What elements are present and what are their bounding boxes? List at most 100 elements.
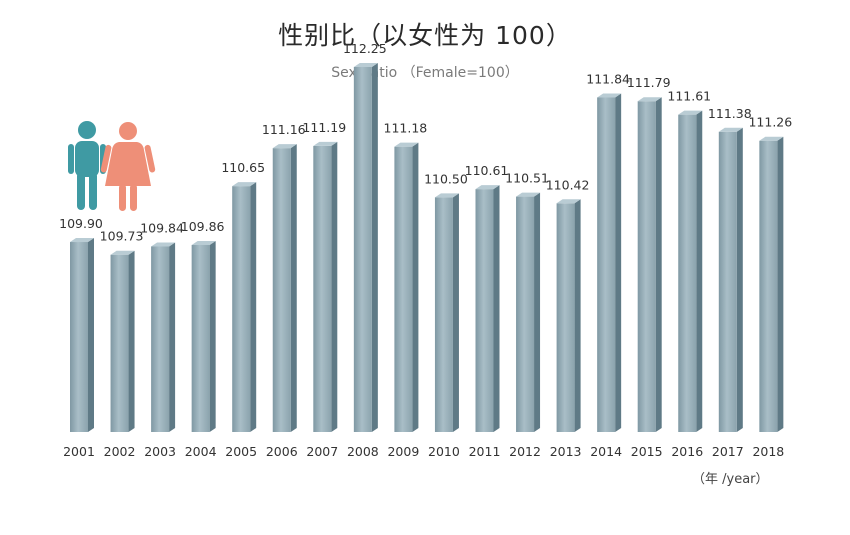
- value-label: 110.42: [546, 177, 590, 192]
- bar-2007: [313, 141, 338, 433]
- value-label: 111.18: [384, 121, 428, 136]
- bar-front: [151, 246, 170, 432]
- x-tick-label: 2018: [752, 444, 784, 459]
- bar-side: [777, 136, 784, 432]
- bar-side: [169, 242, 176, 432]
- value-label: 110.65: [221, 160, 265, 175]
- value-label: 111.16: [262, 122, 306, 137]
- value-label: 109.90: [59, 216, 103, 231]
- people-icon-group: [60, 118, 160, 218]
- bar-front: [678, 114, 697, 432]
- x-tick-label: 2017: [712, 444, 744, 459]
- bar-2015: [637, 97, 662, 432]
- bar-2014: [597, 93, 622, 433]
- x-tick-label: 2009: [387, 444, 419, 459]
- bar-front: [475, 189, 494, 432]
- x-tick-label: 2008: [347, 444, 379, 459]
- x-tick-label: 2011: [469, 444, 501, 459]
- bar-2003: [151, 242, 176, 432]
- x-tick-label: 2013: [550, 444, 582, 459]
- bar-front: [516, 196, 535, 432]
- bar-side: [331, 141, 338, 433]
- x-tick-label: 2006: [266, 444, 298, 459]
- value-label: 111.61: [667, 89, 711, 104]
- bar-top: [516, 192, 541, 197]
- bar-side: [574, 199, 581, 432]
- x-tick-label: 2005: [225, 444, 257, 459]
- x-tick-label: 2015: [631, 444, 663, 459]
- x-tick-label: 2014: [590, 444, 622, 459]
- female-person-icon: [100, 122, 156, 211]
- bar-side: [290, 144, 297, 432]
- bar-side: [250, 182, 257, 432]
- bar-side: [88, 238, 94, 432]
- bar-top: [637, 97, 662, 102]
- bar-top: [353, 62, 378, 67]
- value-label: 111.38: [708, 106, 752, 121]
- value-label: 110.51: [505, 171, 549, 186]
- bar-side: [615, 93, 622, 433]
- bar-side: [209, 241, 216, 432]
- value-label: 111.84: [586, 71, 630, 86]
- value-label: 111.26: [748, 115, 792, 130]
- value-label: 111.19: [302, 120, 346, 135]
- bar-front: [70, 242, 88, 432]
- value-label: 110.50: [424, 171, 468, 186]
- bar-2011: [475, 185, 500, 432]
- bar-side: [452, 193, 459, 432]
- bar-front: [394, 146, 413, 433]
- x-tick-label: 2004: [185, 444, 217, 459]
- chart-subtitle: Sex Ratio （Female=100）: [331, 65, 519, 81]
- bar-front: [110, 254, 129, 432]
- bar-side: [128, 250, 135, 432]
- bar-top: [556, 199, 581, 204]
- bar-top: [718, 127, 743, 132]
- x-tick-label: 2012: [509, 444, 541, 459]
- bar-front: [313, 145, 332, 433]
- bar-front: [718, 131, 737, 432]
- x-tick-label: 2007: [306, 444, 338, 459]
- value-label: 109.84: [140, 220, 184, 235]
- value-label: 109.86: [181, 219, 225, 234]
- bar-side: [412, 142, 419, 433]
- bar-front: [191, 245, 210, 432]
- bar-2001: [70, 238, 94, 432]
- bar-top: [232, 182, 257, 187]
- x-tick-label: 2001: [63, 444, 95, 459]
- bar-side: [696, 110, 703, 432]
- chart-title: 性别比（以女性为 100）: [278, 21, 572, 50]
- bar-top: [475, 185, 500, 190]
- value-label: 110.61: [465, 163, 509, 178]
- x-axis-unit-label: （年 /year）: [692, 472, 769, 487]
- value-label: 112.25: [343, 41, 387, 56]
- bar-2018: [759, 136, 784, 432]
- bar-2002: [110, 250, 135, 432]
- bar-front: [353, 66, 372, 432]
- bar-side: [534, 192, 541, 432]
- bar-front: [556, 203, 575, 432]
- bar-side: [736, 127, 743, 432]
- x-tick-label: 2016: [671, 444, 703, 459]
- bar-top: [394, 142, 419, 147]
- bar-2010: [434, 193, 459, 432]
- bar-side: [493, 185, 500, 432]
- bar-top: [272, 144, 297, 149]
- bar-top: [434, 193, 459, 198]
- bar-top: [759, 136, 784, 141]
- bar-side: [371, 62, 378, 432]
- bar-2009: [394, 142, 419, 433]
- bar-top: [70, 238, 94, 243]
- bar-2005: [232, 182, 257, 432]
- x-tick-label: 2003: [144, 444, 176, 459]
- bar-2012: [516, 192, 541, 432]
- bar-2013: [556, 199, 581, 432]
- bar-2004: [191, 241, 216, 432]
- bar-top: [191, 241, 216, 246]
- value-label: 111.79: [627, 75, 671, 90]
- bar-top: [597, 93, 622, 98]
- bar-front: [434, 197, 453, 432]
- bar-front: [637, 101, 656, 432]
- bar-top: [151, 242, 176, 247]
- bar-top: [313, 141, 338, 146]
